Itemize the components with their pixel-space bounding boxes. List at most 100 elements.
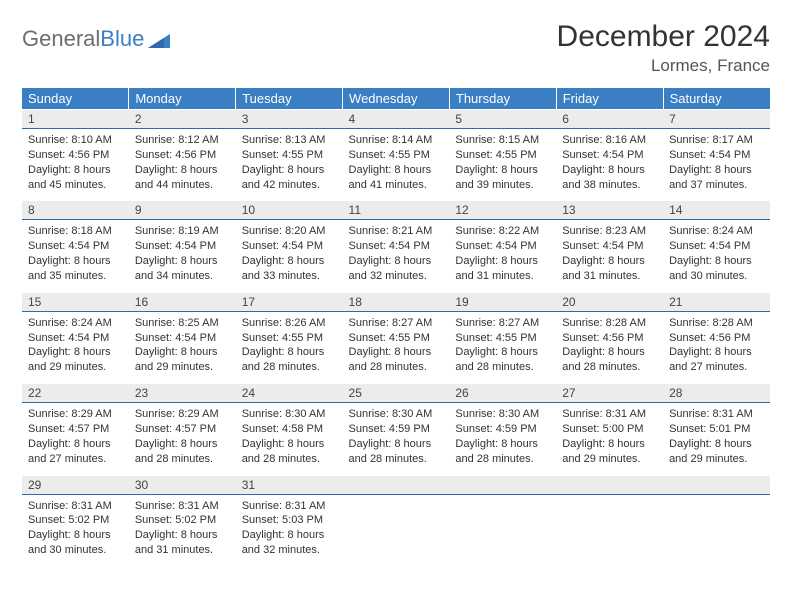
day-number: 8 (22, 201, 129, 220)
day-number: 25 (343, 384, 450, 403)
sunset-line: Sunset: 4:54 PM (562, 148, 657, 163)
day-details: Sunrise: 8:23 AMSunset: 4:54 PMDaylight:… (556, 220, 663, 291)
day-details: Sunrise: 8:30 AMSunset: 4:59 PMDaylight:… (343, 403, 450, 474)
sunset-line: Sunset: 4:58 PM (242, 422, 337, 437)
week-row: 15Sunrise: 8:24 AMSunset: 4:54 PMDayligh… (22, 292, 770, 383)
daylight-line: Daylight: 8 hours and 32 minutes. (242, 528, 337, 558)
day-details: Sunrise: 8:31 AMSunset: 5:01 PMDaylight:… (663, 403, 770, 474)
week-row: 29Sunrise: 8:31 AMSunset: 5:02 PMDayligh… (22, 475, 770, 566)
day-details: Sunrise: 8:29 AMSunset: 4:57 PMDaylight:… (129, 403, 236, 474)
day-number: 23 (129, 384, 236, 403)
sunrise-line: Sunrise: 8:31 AM (242, 499, 337, 514)
sunset-line: Sunset: 4:54 PM (669, 148, 764, 163)
day-cell: 25Sunrise: 8:30 AMSunset: 4:59 PMDayligh… (343, 384, 450, 475)
day-cell: 8Sunrise: 8:18 AMSunset: 4:54 PMDaylight… (22, 201, 129, 292)
day-cell: 18Sunrise: 8:27 AMSunset: 4:55 PMDayligh… (343, 292, 450, 383)
day-cell: 28Sunrise: 8:31 AMSunset: 5:01 PMDayligh… (663, 384, 770, 475)
month-title: December 2024 (557, 20, 770, 54)
day-cell: 15Sunrise: 8:24 AMSunset: 4:54 PMDayligh… (22, 292, 129, 383)
sunrise-line: Sunrise: 8:13 AM (242, 133, 337, 148)
sunset-line: Sunset: 4:56 PM (135, 148, 230, 163)
sunrise-line: Sunrise: 8:10 AM (28, 133, 123, 148)
sunset-line: Sunset: 4:55 PM (455, 331, 550, 346)
dow-head: Tuesday (236, 88, 343, 110)
day-number: 16 (129, 293, 236, 312)
day-number: 27 (556, 384, 663, 403)
sunset-line: Sunset: 4:55 PM (242, 148, 337, 163)
day-number: 15 (22, 293, 129, 312)
sunset-line: Sunset: 5:02 PM (28, 513, 123, 528)
sunset-line: Sunset: 4:57 PM (28, 422, 123, 437)
daylight-line: Daylight: 8 hours and 28 minutes. (349, 345, 444, 375)
day-details: Sunrise: 8:31 AMSunset: 5:03 PMDaylight:… (236, 495, 343, 566)
day-number: 18 (343, 293, 450, 312)
day-cell: 19Sunrise: 8:27 AMSunset: 4:55 PMDayligh… (449, 292, 556, 383)
daylight-line: Daylight: 8 hours and 27 minutes. (669, 345, 764, 375)
day-cell: 9Sunrise: 8:19 AMSunset: 4:54 PMDaylight… (129, 201, 236, 292)
sunset-line: Sunset: 5:02 PM (135, 513, 230, 528)
day-number: 3 (236, 110, 343, 129)
sunset-line: Sunset: 4:56 PM (562, 331, 657, 346)
day-details: Sunrise: 8:26 AMSunset: 4:55 PMDaylight:… (236, 312, 343, 383)
sunrise-line: Sunrise: 8:24 AM (28, 316, 123, 331)
sunset-line: Sunset: 4:59 PM (455, 422, 550, 437)
day-number: 30 (129, 476, 236, 495)
sunrise-line: Sunrise: 8:18 AM (28, 224, 123, 239)
day-number: 14 (663, 201, 770, 220)
daylight-line: Daylight: 8 hours and 28 minutes. (455, 345, 550, 375)
dow-head: Sunday (22, 88, 129, 110)
sunrise-line: Sunrise: 8:23 AM (562, 224, 657, 239)
logo: GeneralBlue (22, 20, 170, 52)
day-details: Sunrise: 8:30 AMSunset: 4:59 PMDaylight:… (449, 403, 556, 474)
daylight-line: Daylight: 8 hours and 28 minutes. (455, 437, 550, 467)
sunset-line: Sunset: 4:54 PM (242, 239, 337, 254)
day-details: Sunrise: 8:25 AMSunset: 4:54 PMDaylight:… (129, 312, 236, 383)
dow-header-row: Sunday Monday Tuesday Wednesday Thursday… (22, 88, 770, 110)
calendar-table: Sunday Monday Tuesday Wednesday Thursday… (22, 88, 770, 566)
day-number: 22 (22, 384, 129, 403)
sunrise-line: Sunrise: 8:17 AM (669, 133, 764, 148)
sunrise-line: Sunrise: 8:26 AM (242, 316, 337, 331)
day-cell: 13Sunrise: 8:23 AMSunset: 4:54 PMDayligh… (556, 201, 663, 292)
day-number: 6 (556, 110, 663, 129)
day-cell: 11Sunrise: 8:21 AMSunset: 4:54 PMDayligh… (343, 201, 450, 292)
day-number: 1 (22, 110, 129, 129)
sunrise-line: Sunrise: 8:28 AM (562, 316, 657, 331)
sunset-line: Sunset: 4:55 PM (242, 331, 337, 346)
day-details: Sunrise: 8:28 AMSunset: 4:56 PMDaylight:… (556, 312, 663, 383)
day-cell (449, 475, 556, 566)
daylight-line: Daylight: 8 hours and 31 minutes. (455, 254, 550, 284)
day-cell (556, 475, 663, 566)
sunrise-line: Sunrise: 8:27 AM (349, 316, 444, 331)
day-cell (343, 475, 450, 566)
day-number: 17 (236, 293, 343, 312)
day-cell: 16Sunrise: 8:25 AMSunset: 4:54 PMDayligh… (129, 292, 236, 383)
sunrise-line: Sunrise: 8:31 AM (669, 407, 764, 422)
daylight-line: Daylight: 8 hours and 42 minutes. (242, 163, 337, 193)
sunset-line: Sunset: 4:57 PM (135, 422, 230, 437)
daylight-line: Daylight: 8 hours and 31 minutes. (562, 254, 657, 284)
sunrise-line: Sunrise: 8:22 AM (455, 224, 550, 239)
sunset-line: Sunset: 5:01 PM (669, 422, 764, 437)
day-cell: 5Sunrise: 8:15 AMSunset: 4:55 PMDaylight… (449, 110, 556, 201)
day-cell: 6Sunrise: 8:16 AMSunset: 4:54 PMDaylight… (556, 110, 663, 201)
day-cell: 1Sunrise: 8:10 AMSunset: 4:56 PMDaylight… (22, 110, 129, 201)
sunrise-line: Sunrise: 8:25 AM (135, 316, 230, 331)
day-cell: 12Sunrise: 8:22 AMSunset: 4:54 PMDayligh… (449, 201, 556, 292)
day-number: 20 (556, 293, 663, 312)
sunset-line: Sunset: 4:54 PM (562, 239, 657, 254)
day-details: Sunrise: 8:19 AMSunset: 4:54 PMDaylight:… (129, 220, 236, 291)
day-number: 7 (663, 110, 770, 129)
sunset-line: Sunset: 4:54 PM (349, 239, 444, 254)
sunset-line: Sunset: 4:56 PM (28, 148, 123, 163)
sunrise-line: Sunrise: 8:15 AM (455, 133, 550, 148)
sunrise-line: Sunrise: 8:19 AM (135, 224, 230, 239)
day-cell: 2Sunrise: 8:12 AMSunset: 4:56 PMDaylight… (129, 110, 236, 201)
day-details: Sunrise: 8:29 AMSunset: 4:57 PMDaylight:… (22, 403, 129, 474)
sunrise-line: Sunrise: 8:28 AM (669, 316, 764, 331)
day-cell: 21Sunrise: 8:28 AMSunset: 4:56 PMDayligh… (663, 292, 770, 383)
calendar-body: 1Sunrise: 8:10 AMSunset: 4:56 PMDaylight… (22, 110, 770, 566)
day-number: 28 (663, 384, 770, 403)
daylight-line: Daylight: 8 hours and 28 minutes. (242, 345, 337, 375)
day-details: Sunrise: 8:13 AMSunset: 4:55 PMDaylight:… (236, 129, 343, 200)
